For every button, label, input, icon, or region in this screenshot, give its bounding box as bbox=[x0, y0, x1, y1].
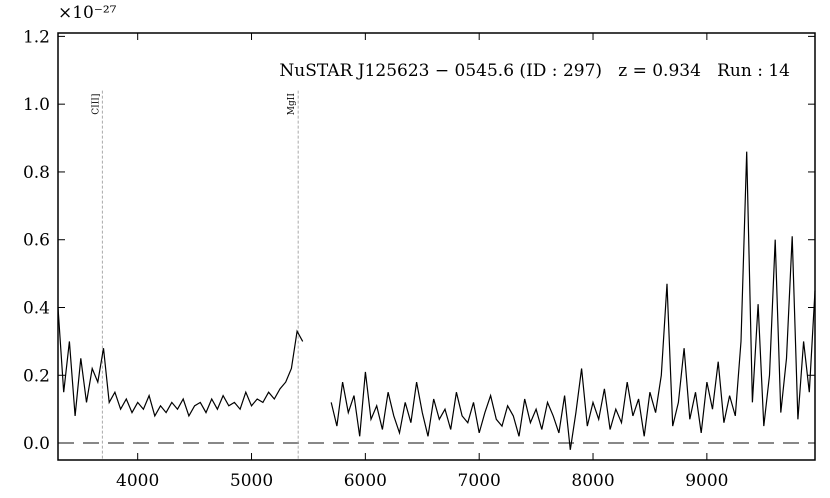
x-tick-label: 9000 bbox=[685, 471, 728, 491]
y-tick-label: 0.0 bbox=[23, 434, 50, 454]
y-tick-label: 1.0 bbox=[23, 95, 50, 115]
x-tick-label: 8000 bbox=[571, 471, 614, 491]
x-tick-label: 6000 bbox=[344, 471, 387, 491]
y-tick-label: 0.8 bbox=[23, 163, 50, 183]
x-tick-label: 4000 bbox=[116, 471, 159, 491]
x-tick-label: 7000 bbox=[458, 471, 501, 491]
spectrum-line bbox=[57, 151, 816, 450]
y-tick-label: 0.6 bbox=[23, 231, 50, 251]
x-tick-label: 5000 bbox=[230, 471, 273, 491]
plot-frame bbox=[57, 32, 816, 461]
annotation: NuSTAR J125623 − 0545.6 (ID : 297) z = 0… bbox=[279, 61, 790, 81]
spectral-line-label: MgII bbox=[287, 93, 297, 116]
y-scale-label: ×10⁻²⁷ bbox=[58, 3, 117, 23]
y-tick-label: 1.2 bbox=[23, 27, 50, 47]
spectral-line-label: CIII] bbox=[91, 94, 101, 115]
y-tick-label: 0.4 bbox=[23, 299, 50, 319]
y-tick-label: 0.2 bbox=[23, 366, 50, 386]
